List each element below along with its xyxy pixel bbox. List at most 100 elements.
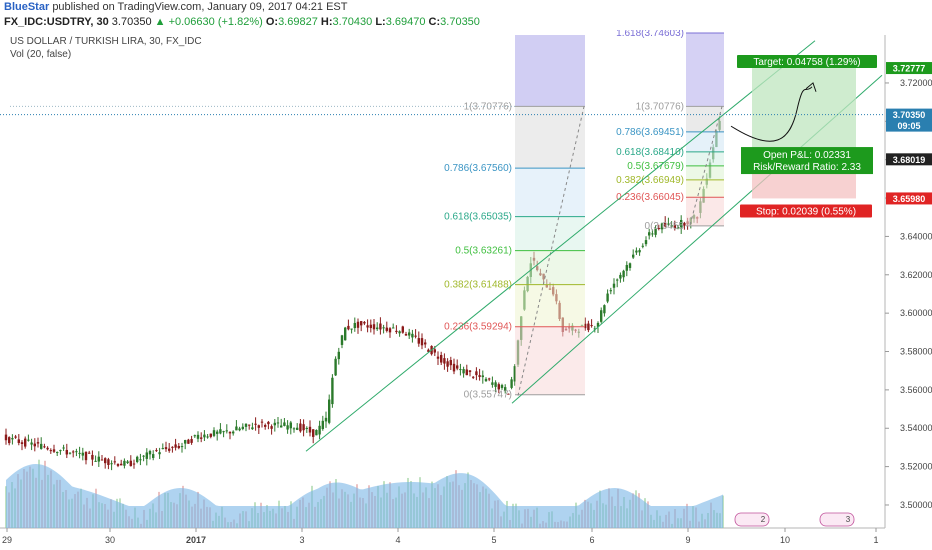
projected-path-arrow-icon <box>805 82 817 92</box>
candle-body <box>328 399 331 423</box>
candle-body <box>148 451 152 455</box>
candle-body <box>212 430 216 436</box>
price-tag-dark <box>886 153 932 166</box>
candle-body <box>187 439 190 444</box>
candle-body <box>33 443 36 447</box>
fib-retracement-zone <box>515 106 585 169</box>
fib-retracement-zone <box>515 168 585 217</box>
candle-body <box>488 378 491 380</box>
candle-body <box>350 328 353 330</box>
candle-body <box>120 463 123 466</box>
high-label: H: <box>320 16 333 28</box>
target-box <box>737 55 877 69</box>
time-axis[interactable]: 29 30 2017 3 4 5 6 9 10 1 <box>2 528 879 545</box>
candle-body <box>273 422 276 426</box>
candle-body <box>296 427 299 430</box>
candle-body <box>36 442 40 444</box>
candle-body <box>408 332 411 336</box>
candle-body <box>356 321 360 328</box>
candle-body <box>465 369 468 376</box>
candle-body <box>644 240 648 245</box>
candle-body <box>433 349 436 353</box>
close-value: 3.70350 <box>440 16 480 28</box>
candle-body <box>100 459 104 461</box>
candle-body <box>456 365 459 369</box>
candle-body <box>625 265 628 271</box>
drawings-layer: 1(3.70776) 0.786(3.67560) 0.618(3.65035) 0.… <box>0 30 885 527</box>
price-tick-label: 3.64000 <box>900 231 932 241</box>
candle-body <box>478 375 481 377</box>
candle-body <box>331 377 334 405</box>
candle-body <box>254 423 257 425</box>
price-chart[interactable]: 1(3.70776) 0.786(3.67560) 0.618(3.65035) 0.… <box>0 30 932 550</box>
candle-body <box>107 459 110 465</box>
fib-retracement-zone <box>515 326 585 395</box>
candle-body <box>494 382 497 387</box>
fib2-level-label: 0.382(3.66949) <box>616 175 684 186</box>
candle-body <box>312 429 315 437</box>
candle-body <box>216 431 219 434</box>
candle-body <box>472 376 475 378</box>
candle-body <box>619 274 622 279</box>
candle-body <box>321 420 324 430</box>
open-value: 3.69827 <box>278 16 318 28</box>
event-flag-icon <box>819 512 855 527</box>
candle-body <box>104 458 107 464</box>
volume-layer <box>5 459 724 528</box>
candle-body <box>414 335 417 337</box>
candle-body <box>500 385 504 388</box>
high-value: 3.70430 <box>332 16 373 28</box>
candle-body <box>113 461 116 463</box>
volume-indicator-label[interactable]: Vol (20, false) <box>10 49 72 60</box>
candle-body <box>318 425 321 435</box>
candle-body <box>276 422 280 424</box>
candle-body <box>484 378 488 382</box>
candle-body <box>587 323 590 331</box>
candle-body <box>46 447 49 450</box>
candle-body <box>302 424 305 431</box>
candle-body <box>180 446 184 448</box>
fib2-zone <box>686 33 724 107</box>
candle-body <box>676 227 680 229</box>
candle-body <box>651 233 654 235</box>
time-tick-label: 5 <box>491 535 496 545</box>
candle-body <box>344 327 347 341</box>
candle-body <box>238 428 241 431</box>
candle-body <box>14 436 17 438</box>
candle-body <box>398 331 401 334</box>
candle-body <box>260 421 264 423</box>
candle-body <box>680 219 683 228</box>
projected-path-line <box>730 86 813 142</box>
candle-body <box>196 434 200 439</box>
candle-body <box>641 245 644 247</box>
candle-body <box>638 250 641 253</box>
fib2-zone <box>686 131 724 152</box>
candle-body <box>462 369 465 374</box>
candle-body <box>340 335 344 345</box>
candle-body <box>174 444 177 448</box>
fib-level-label: 0.236(3.59294) <box>444 322 512 333</box>
symbol-label[interactable]: FX_IDC:USDTRY, 30 <box>4 16 109 28</box>
candle-body <box>219 429 222 434</box>
published-text: published on TradingView.com, January 09… <box>52 1 348 13</box>
price-axis[interactable]: 3.720003.700003.680003.660003.640003.620… <box>885 62 932 510</box>
fib2-level-label: 1(3.70776) <box>636 101 684 112</box>
candle-body <box>299 423 302 432</box>
candle-body <box>158 452 161 455</box>
quote-bar: FX_IDC:USDTRY, 30 3.70350 ▲ +0.06630 (+1… <box>4 16 924 30</box>
fib2-level-label: 0.5(3.67679) <box>627 161 684 172</box>
candle-body <box>622 270 625 278</box>
candle-body <box>30 442 33 445</box>
close-label: C: <box>428 16 441 28</box>
candle-body <box>440 355 443 363</box>
candle-body <box>392 327 395 329</box>
candle-body <box>43 446 46 448</box>
price-tag-label: 3.70350 <box>893 110 926 120</box>
candles-layer <box>4 115 721 471</box>
candle-body <box>628 263 632 268</box>
author-name[interactable]: BlueStar <box>4 1 50 13</box>
candle-body <box>670 225 673 227</box>
time-tick-label: 10 <box>780 535 790 545</box>
candle-body <box>446 361 449 367</box>
event-flag-icon <box>734 512 770 527</box>
